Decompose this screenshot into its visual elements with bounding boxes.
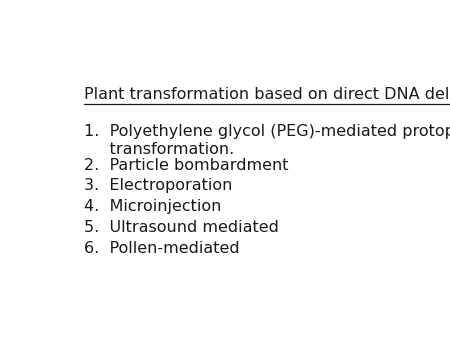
Text: 1.  Polyethylene glycol (PEG)-mediated protoplast
     transformation.: 1. Polyethylene glycol (PEG)-mediated pr…	[84, 124, 450, 158]
Text: 3.  Electroporation: 3. Electroporation	[84, 178, 233, 193]
Text: 4.  Microinjection: 4. Microinjection	[84, 199, 221, 214]
Text: Plant transformation based on direct DNA delivery: Plant transformation based on direct DNA…	[84, 88, 450, 102]
Text: 6.  Pollen-mediated: 6. Pollen-mediated	[84, 241, 240, 256]
Text: 2.  Particle bombardment: 2. Particle bombardment	[84, 158, 288, 173]
Text: 5.  Ultrasound mediated: 5. Ultrasound mediated	[84, 220, 279, 235]
